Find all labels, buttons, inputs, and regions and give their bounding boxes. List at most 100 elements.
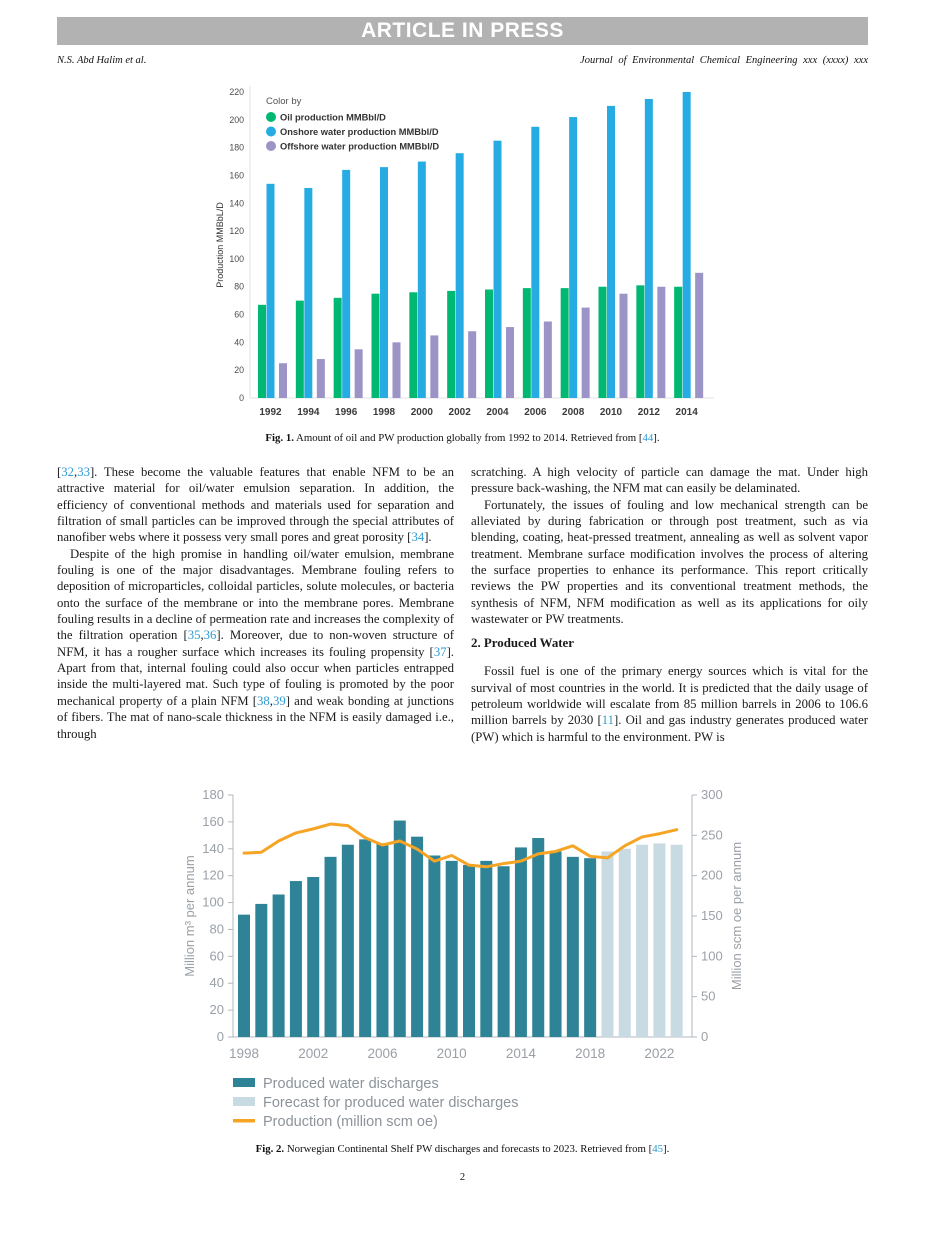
svg-text:Onshore water production MMBbl: Onshore water production MMBbl/D	[280, 127, 439, 137]
text-segment: ]. Moreover, due to non-woven structure …	[57, 628, 454, 659]
bar	[569, 117, 578, 398]
citation-ref[interactable]: 35	[187, 628, 201, 643]
legend-swatch	[266, 112, 276, 122]
legend-swatch	[233, 1078, 255, 1087]
svg-text:2014: 2014	[506, 1046, 537, 1061]
svg-text:40: 40	[210, 975, 224, 990]
svg-text:2000: 2000	[411, 407, 434, 418]
bar	[333, 297, 342, 398]
svg-text:Production MMBbL/D: Production MMBbL/D	[215, 202, 225, 288]
text-segment: ].	[663, 1143, 670, 1155]
fig1-caption-label: Fig. 1.	[265, 432, 294, 444]
citation-ref[interactable]: 34	[411, 530, 425, 545]
bar	[619, 293, 628, 398]
bar	[411, 836, 424, 1037]
svg-text:Color by: Color by	[266, 96, 302, 107]
bar	[566, 856, 579, 1037]
citation-ref[interactable]: 38	[257, 693, 270, 708]
text-segment: ].	[653, 432, 660, 444]
citation-ref[interactable]: 33	[77, 465, 90, 479]
legend-swatch	[233, 1097, 255, 1106]
bar	[266, 183, 275, 398]
text-segment: Norwegian Continental Shelf PW discharge…	[284, 1143, 653, 1155]
bar	[295, 300, 304, 398]
article-in-press-banner: ARTICLE IN PRESS	[57, 17, 868, 45]
citation-ref[interactable]: 32	[61, 465, 74, 479]
svg-text:2006: 2006	[524, 407, 547, 418]
bar	[506, 327, 514, 398]
bar	[522, 288, 531, 398]
bar	[581, 307, 590, 398]
svg-text:200: 200	[229, 115, 244, 125]
bar	[485, 289, 493, 398]
bar	[417, 161, 426, 398]
bar	[636, 844, 649, 1037]
left-column: [32,33]. These become the valuable featu…	[57, 464, 454, 745]
text-segment: Fortunately, the issues of fouling and l…	[471, 497, 868, 627]
svg-text:160: 160	[229, 170, 244, 180]
page-number: 2	[459, 1172, 466, 1183]
text-segment: [	[57, 465, 62, 479]
fig1-caption-text: Amount of oil and PW production globally…	[294, 432, 660, 444]
svg-text:Oil production MMBbl/D: Oil production MMBbl/D	[280, 113, 386, 123]
bar	[480, 860, 493, 1037]
svg-text:Offshore water production MMBb: Offshore water production MMBbl/D	[280, 142, 439, 152]
running-head: N.S. Abd Halim et al. Journal of Environ…	[57, 55, 868, 66]
bar	[447, 290, 456, 398]
bar	[674, 286, 683, 398]
bar	[670, 844, 683, 1037]
paragraph: scratching. A high velocity of particle …	[471, 464, 868, 497]
svg-text:1998: 1998	[373, 407, 396, 418]
citation-ref[interactable]: 11	[601, 713, 614, 728]
bar	[584, 858, 597, 1037]
svg-text:2012: 2012	[638, 407, 661, 418]
bar	[430, 335, 439, 398]
citation-ref[interactable]: 39	[272, 693, 286, 708]
bar	[682, 92, 691, 398]
svg-text:Million m³ per annum: Million m³ per annum	[182, 855, 197, 976]
bar	[272, 894, 285, 1037]
authors-text: N.S. Abd Halim et al.	[57, 55, 147, 66]
citation-ref[interactable]: 44	[642, 432, 654, 444]
bar	[455, 153, 464, 398]
bar	[618, 848, 631, 1037]
bar	[341, 844, 354, 1037]
fig2-pw-discharges-chart: 0 20 40 60 80 100 120 140 160 180 0 50 100 150 200 250 3…	[182, 787, 744, 1130]
svg-text:220: 220	[229, 87, 244, 97]
svg-text:2010: 2010	[600, 407, 623, 418]
bar	[657, 286, 666, 398]
bar	[463, 864, 475, 1037]
svg-text:2018: 2018	[575, 1046, 605, 1061]
svg-text:1998: 1998	[229, 1046, 259, 1061]
production-line	[242, 822, 679, 869]
text-segment: scratching. A high velocity of particle …	[471, 465, 868, 496]
citation-ref[interactable]: 37	[433, 644, 447, 659]
bar	[497, 866, 510, 1037]
section-heading-produced-water: 2. Produced Water	[471, 636, 574, 651]
svg-text:2002: 2002	[298, 1046, 328, 1061]
citation-ref[interactable]: 45	[652, 1143, 664, 1155]
bar	[258, 304, 266, 398]
citation-ref[interactable]: 36	[203, 628, 217, 643]
bar	[560, 288, 569, 398]
svg-text:80: 80	[210, 921, 224, 936]
bar	[532, 838, 545, 1037]
svg-text:250: 250	[701, 827, 723, 842]
bar	[255, 903, 268, 1037]
svg-text:2002: 2002	[449, 407, 472, 418]
svg-text:140: 140	[202, 841, 224, 856]
bar	[354, 349, 363, 398]
svg-text:2004: 2004	[486, 407, 509, 418]
bar	[376, 843, 389, 1037]
bar	[289, 881, 302, 1037]
svg-text:Production (million scm oe): Production (million scm oe)	[263, 1114, 438, 1130]
bar	[409, 292, 418, 398]
svg-text:1996: 1996	[335, 407, 358, 418]
svg-text:40: 40	[234, 337, 244, 347]
svg-text:120: 120	[202, 868, 224, 883]
svg-text:180: 180	[202, 787, 224, 802]
bar	[316, 359, 325, 398]
fig2-caption-label: Fig. 2.	[255, 1143, 285, 1155]
legend-swatch	[266, 141, 276, 151]
